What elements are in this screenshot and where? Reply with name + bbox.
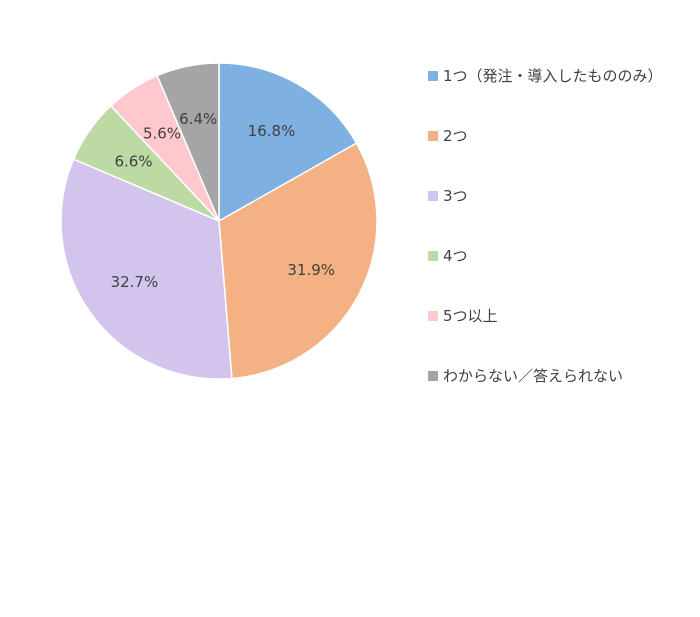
legend-swatch-one (428, 71, 438, 81)
pie-slice-unknown (156, 62, 220, 222)
legend-label-one: 1つ（発注・導入したもののみ） (443, 67, 663, 85)
data-label-unknown: 6.4% (179, 110, 217, 128)
legend-label-five-plus: 5つ以上 (443, 307, 498, 325)
legend-label-two: 2つ (443, 127, 468, 145)
data-label-three: 32.7% (111, 273, 159, 291)
legend-swatch-three (428, 191, 438, 201)
pie-slices (60, 62, 378, 380)
data-label-one: 16.8% (248, 122, 296, 140)
data-label-five-plus: 5.6% (143, 125, 181, 143)
legend-swatch-unknown (428, 371, 438, 381)
legend-swatch-two (428, 131, 438, 141)
data-label-four: 6.6% (114, 152, 152, 170)
pie-slice-one (218, 62, 358, 223)
pie-slice-three (60, 158, 233, 380)
legend-swatch-four (428, 251, 438, 261)
legend-label-three: 3つ (443, 187, 468, 205)
pie-data-labels: 16.8% 31.9% 32.7% 6.6% 5.6%6.4% (111, 110, 335, 291)
legend-label-four: 4つ (443, 247, 468, 265)
legend-swatch-five-plus (428, 311, 438, 321)
data-label-two: 31.9% (287, 261, 335, 279)
pie-slice-two (218, 142, 378, 380)
legend-label-unknown: わからない／答えられない (443, 367, 623, 385)
